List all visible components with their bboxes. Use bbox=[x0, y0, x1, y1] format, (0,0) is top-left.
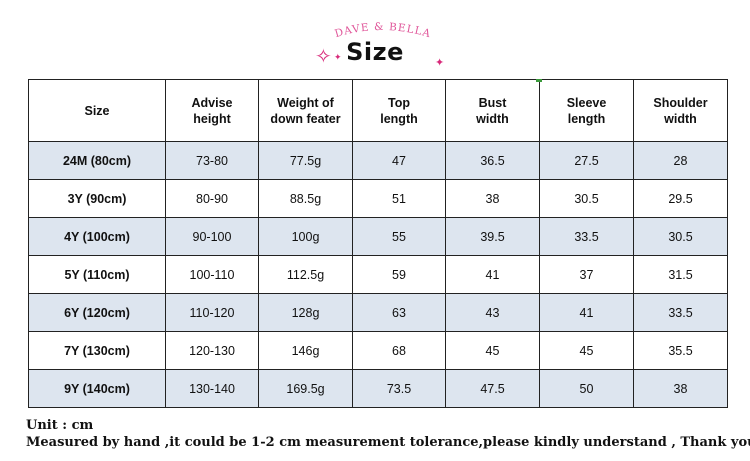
measurement-note: Measured by hand ,it could be 1-2 cm mea… bbox=[26, 435, 750, 450]
sparkle-large-icon: ✧ bbox=[315, 44, 332, 68]
size-cell: 5Y (110cm) bbox=[28, 255, 166, 294]
table-cell: 100-110 bbox=[165, 255, 259, 294]
size-cell: 4Y (100cm) bbox=[28, 217, 166, 256]
sparkle-small-icon: ✦ bbox=[334, 53, 342, 63]
table-cell: 128g bbox=[258, 293, 353, 332]
table-cell: 30.5 bbox=[539, 179, 634, 218]
page-title: Size bbox=[346, 38, 404, 66]
table-cell: 36.5 bbox=[445, 141, 540, 180]
size-table: Size Advise height Weight of down feater… bbox=[28, 79, 728, 408]
size-cell: 3Y (90cm) bbox=[28, 179, 166, 218]
size-cell: 7Y (130cm) bbox=[28, 331, 166, 370]
table-cell: 77.5g bbox=[258, 141, 353, 180]
table-cell: 112.5g bbox=[258, 255, 353, 294]
table-cell: 59 bbox=[352, 255, 446, 294]
size-cell: 9Y (140cm) bbox=[28, 369, 166, 408]
table-cell: 110-120 bbox=[165, 293, 259, 332]
table-cell: 55 bbox=[352, 217, 446, 256]
table-cell: 63 bbox=[352, 293, 446, 332]
table-cell: 43 bbox=[445, 293, 540, 332]
table-cell: 28 bbox=[633, 141, 728, 180]
header-top-length: Top length bbox=[352, 79, 446, 142]
header-bust-width: Bust width bbox=[445, 79, 540, 142]
footer: Unit : cm Measured by hand ,it could be … bbox=[26, 417, 750, 451]
table-row: 6Y (120cm) 110-120 128g 63 43 41 33.5 bbox=[28, 293, 728, 332]
table-cell: 27.5 bbox=[539, 141, 634, 180]
size-cell: 24M (80cm) bbox=[28, 141, 166, 180]
table-cell: 30.5 bbox=[633, 217, 728, 256]
table-cell: 45 bbox=[445, 331, 540, 370]
table-cell: 50 bbox=[539, 369, 634, 408]
header-weight-label: Weight of down feater bbox=[270, 95, 341, 126]
corner-mark bbox=[536, 79, 542, 82]
table-cell: 169.5g bbox=[258, 369, 353, 408]
table-cell: 29.5 bbox=[633, 179, 728, 218]
unit-label: Unit : cm bbox=[26, 418, 94, 433]
header-weight: Weight of down feater bbox=[258, 79, 353, 142]
header-advise-height-label: Advise height bbox=[191, 95, 233, 126]
size-cell: 6Y (120cm) bbox=[28, 293, 166, 332]
table-cell: 41 bbox=[539, 293, 634, 332]
sparkle-small-right-icon: ✦ bbox=[435, 56, 445, 69]
header-bust-width-label: Bust width bbox=[476, 95, 509, 126]
table-row: 9Y (140cm) 130-140 169.5g 73.5 47.5 50 3… bbox=[28, 369, 728, 408]
table-cell: 39.5 bbox=[445, 217, 540, 256]
table-cell: 31.5 bbox=[633, 255, 728, 294]
table-cell: 37 bbox=[539, 255, 634, 294]
table-cell: 130-140 bbox=[165, 369, 259, 408]
table-cell: 80-90 bbox=[165, 179, 259, 218]
table-cell: 45 bbox=[539, 331, 634, 370]
table-cell: 38 bbox=[633, 369, 728, 408]
table-cell: 68 bbox=[352, 331, 446, 370]
table-cell: 51 bbox=[352, 179, 446, 218]
table-cell: 120-130 bbox=[165, 331, 259, 370]
table-cell: 41 bbox=[445, 255, 540, 294]
header-top-length-label: Top length bbox=[380, 95, 418, 126]
brand-logo: DAVE & BELLA bbox=[333, 21, 431, 40]
header-size: Size bbox=[28, 79, 166, 142]
header-sleeve-length: Sleeve length bbox=[539, 79, 634, 142]
table-cell: 38 bbox=[445, 179, 540, 218]
table-cell: 33.5 bbox=[539, 217, 634, 256]
table-cell: 100g bbox=[258, 217, 353, 256]
table-cell: 90-100 bbox=[165, 217, 259, 256]
table-cell: 146g bbox=[258, 331, 353, 370]
table-cell: 35.5 bbox=[633, 331, 728, 370]
table-row: 5Y (110cm) 100-110 112.5g 59 41 37 31.5 bbox=[28, 255, 728, 294]
header-advise-height: Advise height bbox=[165, 79, 259, 142]
header-shoulder-width: Shoulder width bbox=[633, 79, 728, 142]
table-cell: 73.5 bbox=[352, 369, 446, 408]
header: DAVE & BELLA ✧ ✦ ✦ Size bbox=[0, 0, 750, 78]
table-row: 4Y (100cm) 90-100 100g 55 39.5 33.5 30.5 bbox=[28, 217, 728, 256]
table-row: 3Y (90cm) 80-90 88.5g 51 38 30.5 29.5 bbox=[28, 179, 728, 218]
header-size-label: Size bbox=[84, 103, 110, 118]
table-cell: 73-80 bbox=[165, 141, 259, 180]
table-cell: 33.5 bbox=[633, 293, 728, 332]
table-row: 7Y (130cm) 120-130 146g 68 45 45 35.5 bbox=[28, 331, 728, 370]
header-shoulder-width-label: Shoulder width bbox=[653, 95, 708, 126]
table-cell: 47.5 bbox=[445, 369, 540, 408]
table-cell: 88.5g bbox=[258, 179, 353, 218]
table-row: 24M (80cm) 73-80 77.5g 47 36.5 27.5 28 bbox=[28, 141, 728, 180]
table-header-row: Size Advise height Weight of down feater… bbox=[28, 79, 728, 142]
header-sleeve-length-label: Sleeve length bbox=[566, 95, 607, 126]
table-cell: 47 bbox=[352, 141, 446, 180]
